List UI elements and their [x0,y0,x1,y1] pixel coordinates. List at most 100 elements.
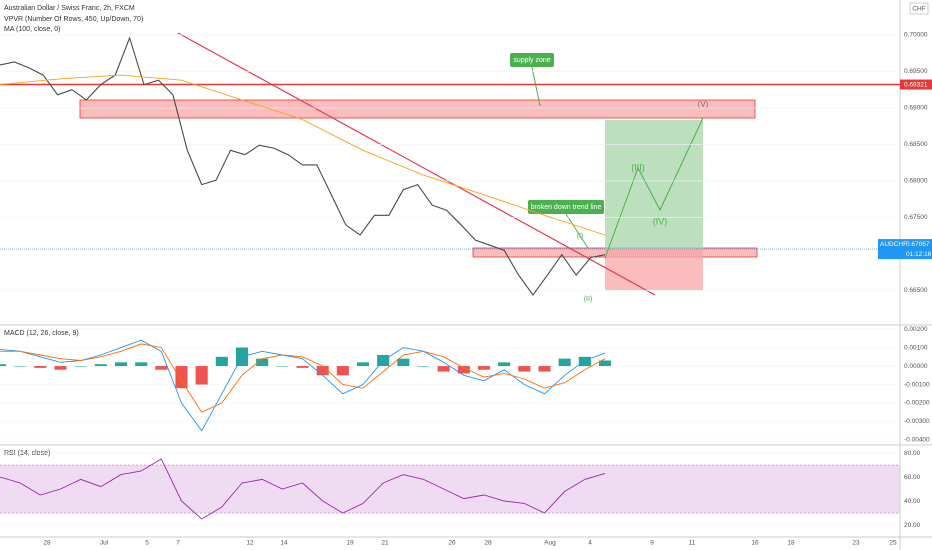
currency: CHF [912,6,925,13]
y-tick-label: 0.00000 [904,363,928,370]
y-tick-label: -0.00100 [904,381,930,388]
y-tick-label: 20.00 [904,522,921,529]
histogram-bar [135,362,148,367]
wave-label: (III) [631,162,645,172]
histogram-bar [336,366,349,376]
histogram-bar [558,358,571,367]
y-tick-label: 0.00100 [904,344,928,351]
histogram-bar [195,366,208,385]
x-tick-label: 28 [43,540,51,547]
callout-pointer [531,66,541,107]
price-tag-label: 0.67067 [906,241,930,248]
price-tag-label: 0.69321 [904,81,928,88]
x-tick-label: 11 [689,540,696,547]
histogram-bar [175,366,188,389]
wave-label: (V) [698,100,709,109]
histogram-bar [94,364,107,367]
series-line [0,339,606,432]
target-zone [605,120,703,250]
histogram-bar [34,366,47,368]
symbol-tag: AUDCHF [880,241,907,248]
histogram-bar [356,362,370,367]
histogram-bar [437,366,450,372]
symbol-title: Australian Dollar / Swiss Franc, 2h, FXC… [4,5,135,12]
x-tick-label: 25 [889,540,897,547]
price-tag [878,239,932,260]
x-tick-label: Jul [100,540,109,547]
x-tick-label: 21 [381,540,389,547]
trend-line [177,32,656,296]
histogram-bar [538,366,551,372]
x-tick-label: 16 [751,540,759,547]
countdown: 01:12:16 [906,251,932,258]
histogram-bar [498,362,511,367]
histogram-bar [54,366,67,370]
histogram-bar [74,366,87,367]
wave-label: (II) [584,296,593,303]
histogram-bar [155,366,168,370]
histogram-bar [397,358,410,367]
y-tick-label: 80.00 [904,450,921,457]
histogram-bar [518,366,531,372]
y-tick-label: 0.68000 [904,178,928,185]
y-tick-label: 0.70000 [904,32,928,39]
y-tick-label: -0.00200 [904,400,930,407]
histogram-bar [598,360,612,367]
histogram-bar [417,366,430,367]
indicator-legend: MA (100, close, 0) [4,26,60,33]
y-tick-label: -0.00300 [904,418,930,425]
annotation: broken down trend line [531,204,602,211]
x-tick-label: 7 [176,540,180,547]
y-tick-label: 40.00 [904,498,921,505]
price-tag [900,79,932,90]
x-tick-label: 19 [346,540,354,547]
callout-box [510,53,554,67]
series-line [0,458,606,520]
x-tick-label: 9 [650,540,654,547]
pane-title: MACD (12, 26, close, 9) [4,330,79,337]
supply-zone [79,99,756,119]
series-line [0,343,606,413]
histogram-bar [316,366,329,376]
histogram-bar [14,366,27,367]
x-tick-label: 4 [588,540,592,547]
pane-title: RSI (14, close) [4,450,50,457]
x-tick-label: 5 [145,540,149,547]
y-tick-label: 0.69500 [904,68,928,75]
rsi-band [0,465,900,514]
wave-path [604,117,704,259]
series-line [0,36,606,296]
y-tick-label: -0.00400 [904,437,930,444]
x-tick-label: 18 [787,540,795,547]
x-tick-label: 28 [484,540,492,547]
histogram-bar [114,362,128,367]
histogram-bar [0,364,7,367]
histogram-bar [457,366,470,374]
histogram-bar [256,358,269,367]
y-tick-label: 60.00 [904,474,921,481]
histogram-bar [578,356,591,367]
annotation: supply zone [513,57,550,64]
x-tick-label: Aug [544,540,556,547]
y-tick-label: 0.68500 [904,141,928,148]
wave-label: (IV) [653,216,668,226]
callout-box [528,200,604,214]
y-tick-label: 0.69000 [904,105,928,112]
series-line [0,74,606,236]
x-tick-label: 23 [852,540,860,547]
histogram-bar [296,366,309,368]
y-tick-label: 0.67500 [904,214,928,221]
histogram-bar [215,356,228,367]
histogram-bar [477,366,491,370]
x-tick-label: 14 [280,540,288,547]
y-tick-label: 0.66500 [904,287,928,294]
stop-zone [605,250,703,290]
wave-label: (I) [577,233,584,240]
histogram-bar [276,366,289,367]
indicator-legend: VPVR (Number Of Rows, 450, Up/Down, 70) [4,16,143,23]
y-tick-label: 0.00200 [904,326,928,333]
x-tick-label: 12 [246,540,254,547]
callout-pointer [565,213,589,249]
currency-box [909,2,929,15]
